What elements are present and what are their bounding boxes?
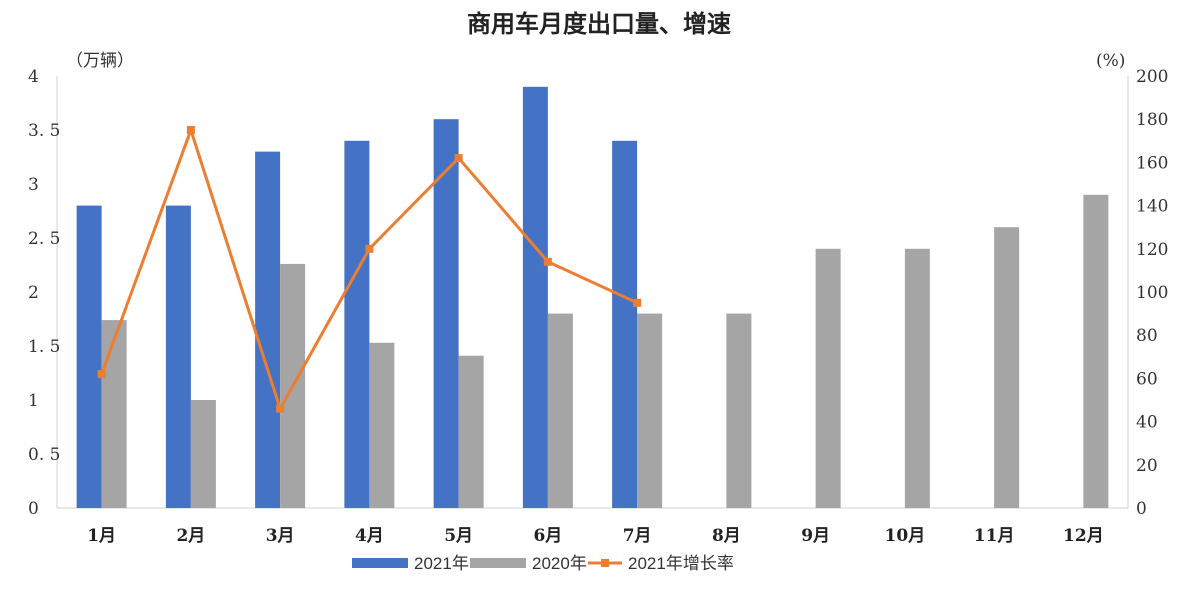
- x-tick-label: 6月: [533, 526, 562, 546]
- chart-title: 商用车月度出口量、增速: [467, 9, 731, 38]
- y-right-tick-label: 40: [1136, 413, 1158, 433]
- growth-point: [543, 257, 552, 266]
- y-left-tick-label: 2. 5: [28, 229, 60, 249]
- bar-2021: [255, 151, 281, 508]
- y-right-tick-label: 100: [1136, 283, 1168, 303]
- y-left-tick-label: 4: [28, 67, 39, 87]
- growth-point: [276, 404, 285, 413]
- bar-2020: [190, 400, 216, 508]
- x-tick-label: 1月: [87, 526, 116, 546]
- bars: [76, 86, 1109, 509]
- y-right-tick-label: 80: [1136, 326, 1158, 346]
- bar-2021: [612, 140, 638, 509]
- x-tick-label: 3月: [266, 526, 295, 546]
- x-tick-label: 5月: [444, 526, 473, 546]
- legend-label-2020: 2020年: [532, 554, 587, 573]
- legend-swatch-2021: [352, 558, 408, 568]
- bar-2021: [522, 86, 548, 509]
- bar-2020: [1083, 194, 1109, 509]
- x-tick-label: 9月: [801, 526, 830, 546]
- growth-point: [633, 298, 642, 307]
- y-right-tick-label: 120: [1136, 240, 1168, 260]
- x-tick-label: 2月: [176, 526, 205, 546]
- y-right-tick-label: 200: [1136, 67, 1168, 87]
- x-tick-label: 7月: [623, 526, 652, 546]
- y-left-tick-label: 1. 5: [28, 337, 60, 357]
- bar-2021: [165, 205, 191, 508]
- bar-2021: [76, 205, 102, 508]
- y-right-tick-label: 0: [1136, 499, 1147, 519]
- bar-2020: [101, 320, 127, 508]
- bar-2020: [994, 227, 1020, 508]
- x-tick-label: 4月: [355, 526, 384, 546]
- legend-label-2021: 2021年: [414, 554, 469, 573]
- y-left-tick-label: 3. 5: [28, 121, 60, 141]
- y-right-tick-label: 60: [1136, 369, 1158, 389]
- bar-2020: [458, 355, 484, 508]
- bar-2021: [344, 140, 370, 509]
- bar-2020: [726, 313, 752, 508]
- tick-labels: 00. 511. 522. 533. 540204060801001201401…: [28, 51, 1168, 546]
- bar-2020: [637, 313, 663, 508]
- y-right-tick-label: 180: [1136, 110, 1168, 130]
- bar-2020: [904, 248, 930, 509]
- y-right-tick-label: 160: [1136, 153, 1168, 173]
- x-tick-label: 12月: [1063, 526, 1104, 546]
- y-left-tick-label: 1: [28, 391, 39, 411]
- y-left-unit-label: （万辆）: [66, 51, 134, 71]
- bar-2020: [547, 313, 573, 508]
- x-tick-label: 8月: [712, 526, 741, 546]
- axes: [56, 76, 1129, 509]
- y-right-unit-label: (%): [1096, 51, 1125, 71]
- y-left-tick-label: 2: [28, 283, 39, 303]
- growth-point: [97, 370, 106, 379]
- legend: 2021年 2020年 2021年增长率: [352, 554, 734, 573]
- x-tick-label: 10月: [885, 526, 926, 546]
- bar-2021: [433, 119, 459, 508]
- y-right-tick-label: 20: [1136, 456, 1158, 476]
- growth-line: [97, 125, 642, 413]
- bar-2020: [815, 248, 841, 509]
- growth-point: [186, 126, 195, 134]
- x-tick-label: 11月: [974, 526, 1015, 546]
- y-right-tick-label: 140: [1136, 197, 1168, 217]
- legend-marker-growth: [601, 559, 609, 567]
- y-left-tick-label: 0: [28, 499, 39, 519]
- growth-point: [454, 154, 463, 163]
- y-left-tick-label: 0. 5: [28, 445, 60, 465]
- legend-label-growth: 2021年增长率: [628, 554, 734, 573]
- legend-swatch-2020: [470, 558, 526, 568]
- bar-2020: [369, 342, 395, 508]
- y-left-tick-label: 3: [28, 175, 39, 195]
- growth-point: [365, 244, 374, 253]
